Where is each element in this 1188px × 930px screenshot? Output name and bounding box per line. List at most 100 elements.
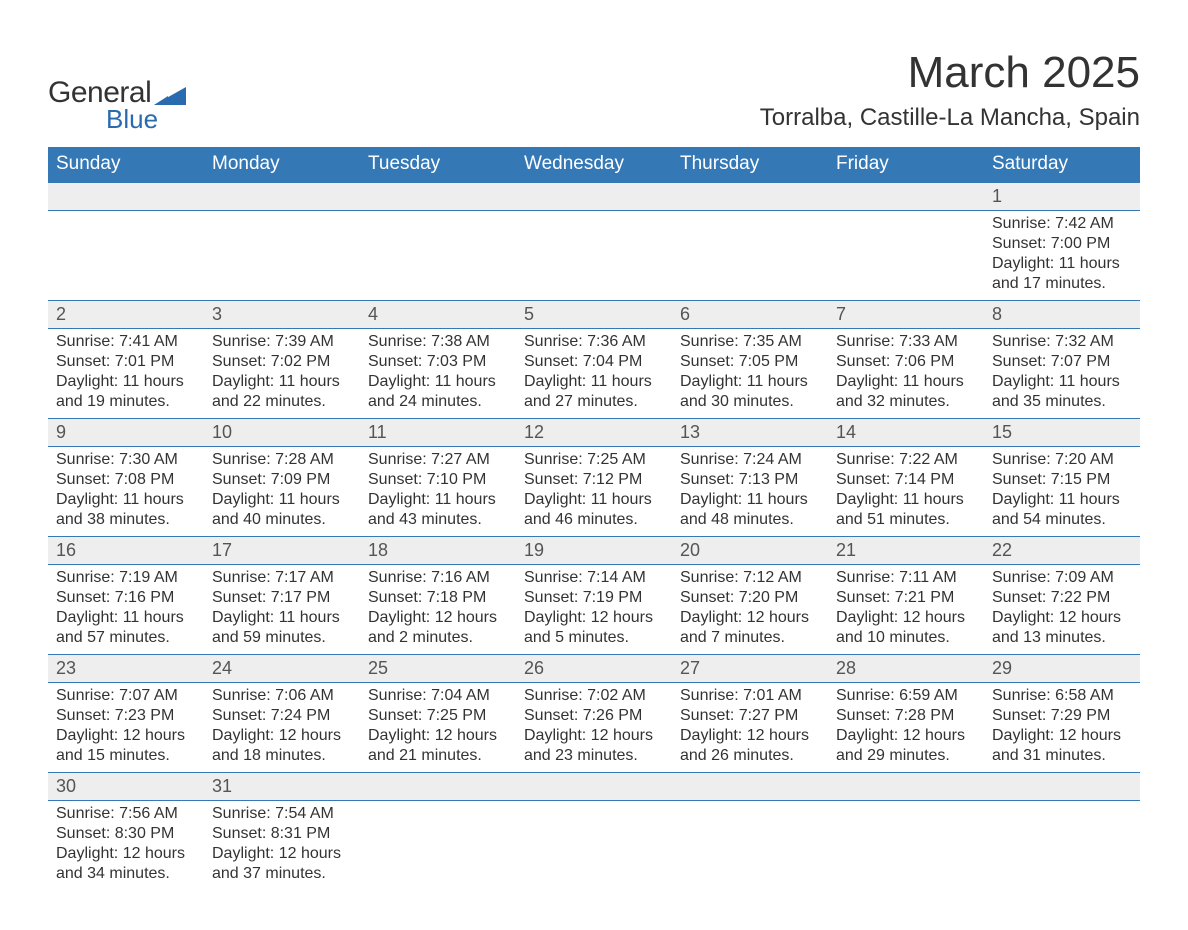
daylight-text: and 13 minutes. [992, 628, 1132, 648]
day-detail-cell: Sunrise: 7:35 AMSunset: 7:05 PMDaylight:… [672, 329, 828, 419]
daylight-text: and 43 minutes. [368, 510, 508, 530]
sunrise-text: Sunrise: 7:33 AM [836, 332, 976, 352]
sunset-text: Sunset: 7:03 PM [368, 352, 508, 372]
sunrise-text: Sunrise: 7:42 AM [992, 214, 1132, 234]
day-number-row: 9101112131415 [48, 419, 1140, 447]
daylight-text: and 18 minutes. [212, 746, 352, 766]
sunrise-text: Sunrise: 7:24 AM [680, 450, 820, 470]
daylight-text: and 22 minutes. [212, 392, 352, 412]
day-detail-row: Sunrise: 7:07 AMSunset: 7:23 PMDaylight:… [48, 683, 1140, 773]
daylight-text: Daylight: 12 hours [992, 726, 1132, 746]
sunset-text: Sunset: 7:13 PM [680, 470, 820, 490]
day-detail-cell [984, 801, 1140, 891]
daylight-text: Daylight: 12 hours [836, 726, 976, 746]
daylight-text: Daylight: 12 hours [836, 608, 976, 628]
daylight-text: and 34 minutes. [56, 864, 196, 884]
weekday-header: Wednesday [516, 147, 672, 183]
sunset-text: Sunset: 7:14 PM [836, 470, 976, 490]
day-number-cell [672, 183, 828, 211]
title-block: March 2025 Torralba, Castille-La Mancha,… [760, 48, 1140, 132]
logo-word2: Blue [106, 104, 186, 135]
day-number-cell: 6 [672, 301, 828, 329]
sunset-text: Sunset: 7:06 PM [836, 352, 976, 372]
daylight-text: Daylight: 12 hours [56, 726, 196, 746]
day-detail-cell [360, 801, 516, 891]
day-number-cell: 24 [204, 655, 360, 683]
sunset-text: Sunset: 8:31 PM [212, 824, 352, 844]
sunset-text: Sunset: 7:05 PM [680, 352, 820, 372]
sunrise-text: Sunrise: 7:14 AM [524, 568, 664, 588]
sunrise-text: Sunrise: 7:25 AM [524, 450, 664, 470]
daylight-text: and 23 minutes. [524, 746, 664, 766]
daylight-text: Daylight: 11 hours [56, 608, 196, 628]
day-number-cell [48, 183, 204, 211]
day-detail-cell: Sunrise: 7:54 AMSunset: 8:31 PMDaylight:… [204, 801, 360, 891]
daylight-text: and 35 minutes. [992, 392, 1132, 412]
day-detail-cell: Sunrise: 6:58 AMSunset: 7:29 PMDaylight:… [984, 683, 1140, 773]
sunrise-text: Sunrise: 7:09 AM [992, 568, 1132, 588]
daylight-text: Daylight: 12 hours [56, 844, 196, 864]
day-number-cell: 20 [672, 537, 828, 565]
day-detail-cell [828, 801, 984, 891]
day-detail-cell: Sunrise: 7:56 AMSunset: 8:30 PMDaylight:… [48, 801, 204, 891]
day-detail-cell: Sunrise: 7:22 AMSunset: 7:14 PMDaylight:… [828, 447, 984, 537]
day-number-cell [828, 183, 984, 211]
day-number-cell: 14 [828, 419, 984, 447]
logo: General Blue [48, 48, 186, 135]
sunrise-text: Sunrise: 7:01 AM [680, 686, 820, 706]
sunrise-text: Sunrise: 7:19 AM [56, 568, 196, 588]
daylight-text: Daylight: 12 hours [212, 726, 352, 746]
daylight-text: Daylight: 11 hours [56, 490, 196, 510]
day-number-cell [516, 773, 672, 801]
daylight-text: Daylight: 11 hours [992, 490, 1132, 510]
daylight-text: Daylight: 11 hours [680, 372, 820, 392]
day-number-cell: 11 [360, 419, 516, 447]
day-number-cell: 2 [48, 301, 204, 329]
calendar-table: Sunday Monday Tuesday Wednesday Thursday… [48, 147, 1140, 890]
day-detail-cell: Sunrise: 7:04 AMSunset: 7:25 PMDaylight:… [360, 683, 516, 773]
sunrise-text: Sunrise: 6:59 AM [836, 686, 976, 706]
sunrise-text: Sunrise: 7:27 AM [368, 450, 508, 470]
day-number-cell [360, 773, 516, 801]
sunset-text: Sunset: 7:25 PM [368, 706, 508, 726]
daylight-text: Daylight: 12 hours [992, 608, 1132, 628]
sunset-text: Sunset: 7:27 PM [680, 706, 820, 726]
day-number-cell: 28 [828, 655, 984, 683]
day-number-cell [204, 183, 360, 211]
day-detail-cell: Sunrise: 7:14 AMSunset: 7:19 PMDaylight:… [516, 565, 672, 655]
sunset-text: Sunset: 7:19 PM [524, 588, 664, 608]
day-number-cell: 1 [984, 183, 1140, 211]
daylight-text: Daylight: 11 hours [836, 372, 976, 392]
sunrise-text: Sunrise: 7:12 AM [680, 568, 820, 588]
daylight-text: Daylight: 11 hours [992, 254, 1132, 274]
daylight-text: and 19 minutes. [56, 392, 196, 412]
day-number-cell: 29 [984, 655, 1140, 683]
daylight-text: Daylight: 12 hours [368, 726, 508, 746]
sunset-text: Sunset: 7:16 PM [56, 588, 196, 608]
weekday-header: Thursday [672, 147, 828, 183]
daylight-text: Daylight: 12 hours [212, 844, 352, 864]
sunset-text: Sunset: 7:20 PM [680, 588, 820, 608]
day-detail-cell: Sunrise: 7:09 AMSunset: 7:22 PMDaylight:… [984, 565, 1140, 655]
sunset-text: Sunset: 7:15 PM [992, 470, 1132, 490]
sunset-text: Sunset: 7:00 PM [992, 234, 1132, 254]
day-number-cell: 5 [516, 301, 672, 329]
daylight-text: and 46 minutes. [524, 510, 664, 530]
day-number-cell: 12 [516, 419, 672, 447]
daylight-text: Daylight: 11 hours [368, 372, 508, 392]
weekday-header: Saturday [984, 147, 1140, 183]
daylight-text: Daylight: 12 hours [524, 608, 664, 628]
day-detail-cell: Sunrise: 7:39 AMSunset: 7:02 PMDaylight:… [204, 329, 360, 419]
sunrise-text: Sunrise: 7:30 AM [56, 450, 196, 470]
day-number-cell: 9 [48, 419, 204, 447]
day-number-row: 2345678 [48, 301, 1140, 329]
sunset-text: Sunset: 7:21 PM [836, 588, 976, 608]
daylight-text: Daylight: 11 hours [368, 490, 508, 510]
day-number-row: 3031 [48, 773, 1140, 801]
daylight-text: Daylight: 11 hours [56, 372, 196, 392]
daylight-text: and 54 minutes. [992, 510, 1132, 530]
calendar-body: 1 Sunrise: 7:42 AMSunset: 7:00 PMDayligh… [48, 183, 1140, 891]
daylight-text: and 51 minutes. [836, 510, 976, 530]
sunset-text: Sunset: 7:28 PM [836, 706, 976, 726]
daylight-text: Daylight: 12 hours [680, 726, 820, 746]
